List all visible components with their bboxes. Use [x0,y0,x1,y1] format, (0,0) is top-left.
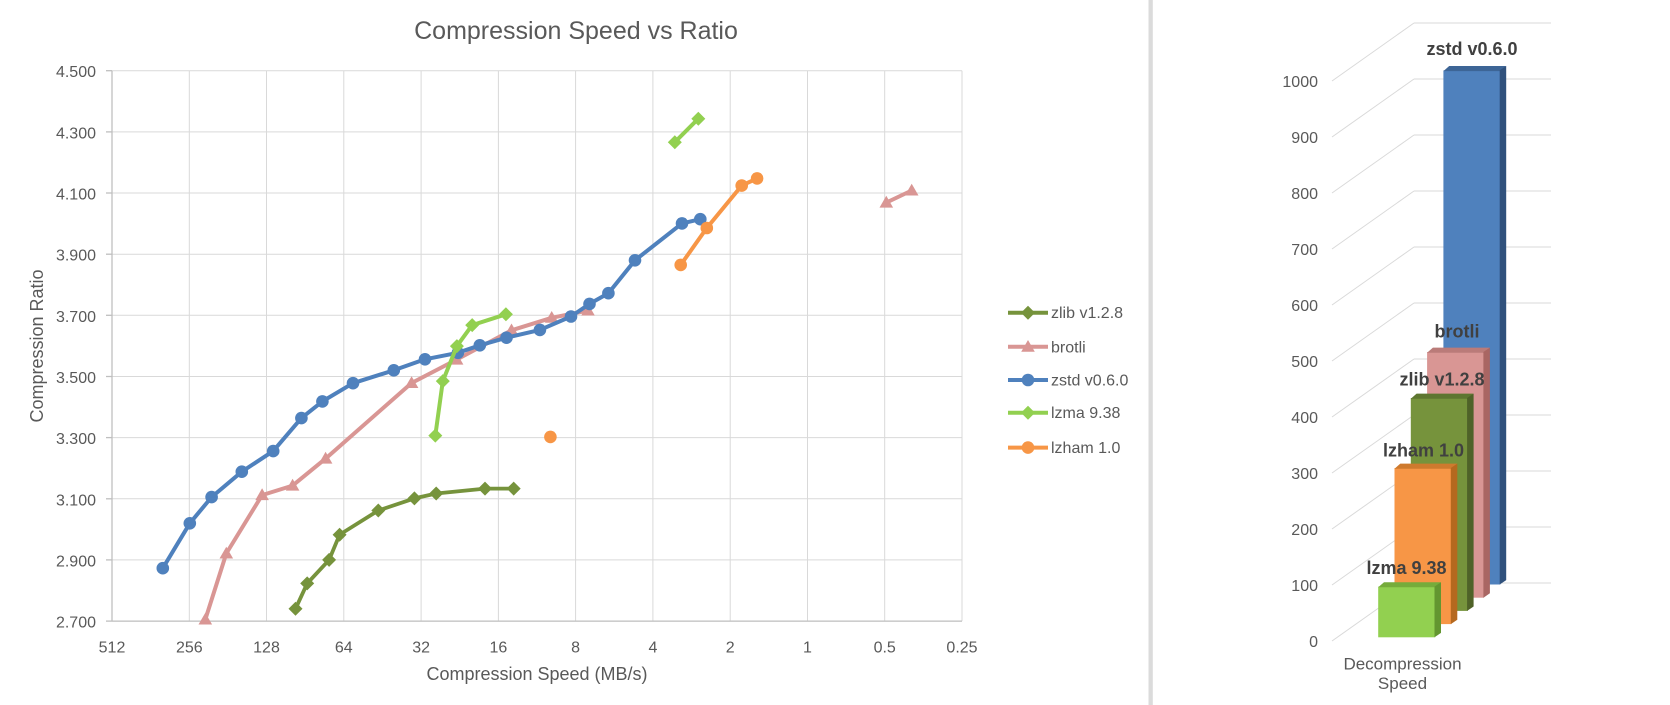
svg-text:3.700: 3.700 [56,309,96,326]
svg-text:32: 32 [412,640,430,657]
svg-text:Compression Ratio: Compression Ratio [27,269,47,422]
svg-text:800: 800 [1291,186,1318,203]
svg-text:1000: 1000 [1282,74,1318,91]
svg-text:lzham 1.0: lzham 1.0 [1383,441,1464,461]
svg-text:256: 256 [176,640,203,657]
svg-text:16: 16 [490,640,508,657]
svg-text:300: 300 [1291,466,1318,483]
svg-text:600: 600 [1291,298,1318,315]
svg-text:0.25: 0.25 [946,640,977,657]
svg-text:8: 8 [571,640,580,657]
svg-text:3.100: 3.100 [56,492,96,509]
svg-text:200: 200 [1291,522,1318,539]
svg-text:900: 900 [1291,130,1318,147]
svg-text:lzham 1.0: lzham 1.0 [1051,440,1120,457]
svg-text:brotli: brotli [1435,322,1480,342]
svg-text:3.500: 3.500 [56,370,96,387]
svg-text:zstd v0.6.0: zstd v0.6.0 [1426,39,1517,59]
svg-text:500: 500 [1291,354,1318,371]
svg-text:0: 0 [1309,634,1318,651]
svg-text:Compression Speed (MB/s): Compression Speed (MB/s) [426,664,647,684]
svg-text:512: 512 [99,640,126,657]
svg-text:1: 1 [803,640,812,657]
svg-text:4.500: 4.500 [56,64,96,81]
svg-text:0.5: 0.5 [874,640,896,657]
svg-text:Decompression: Decompression [1343,654,1461,673]
svg-text:700: 700 [1291,242,1318,259]
svg-text:Speed: Speed [1378,674,1427,693]
svg-text:Compression Speed vs Ratio: Compression Speed vs Ratio [414,17,738,45]
svg-text:2.900: 2.900 [56,553,96,570]
svg-text:64: 64 [335,640,353,657]
svg-text:400: 400 [1291,410,1318,427]
svg-text:brotli: brotli [1051,339,1086,356]
svg-text:4.100: 4.100 [56,187,96,204]
svg-text:zstd v0.6.0: zstd v0.6.0 [1051,373,1128,390]
svg-text:4.300: 4.300 [56,125,96,142]
svg-text:zlib v1.2.8: zlib v1.2.8 [1051,305,1123,322]
svg-text:4: 4 [648,640,657,657]
svg-text:lzma 9.38: lzma 9.38 [1051,405,1120,422]
svg-text:zlib v1.2.8: zlib v1.2.8 [1399,370,1484,390]
svg-text:2.700: 2.700 [56,615,96,632]
svg-text:3.300: 3.300 [56,431,96,448]
svg-text:3.900: 3.900 [56,248,96,265]
svg-text:2: 2 [726,640,735,657]
svg-text:100: 100 [1291,578,1318,595]
svg-text:lzma 9.38: lzma 9.38 [1366,558,1446,578]
svg-text:128: 128 [253,640,280,657]
